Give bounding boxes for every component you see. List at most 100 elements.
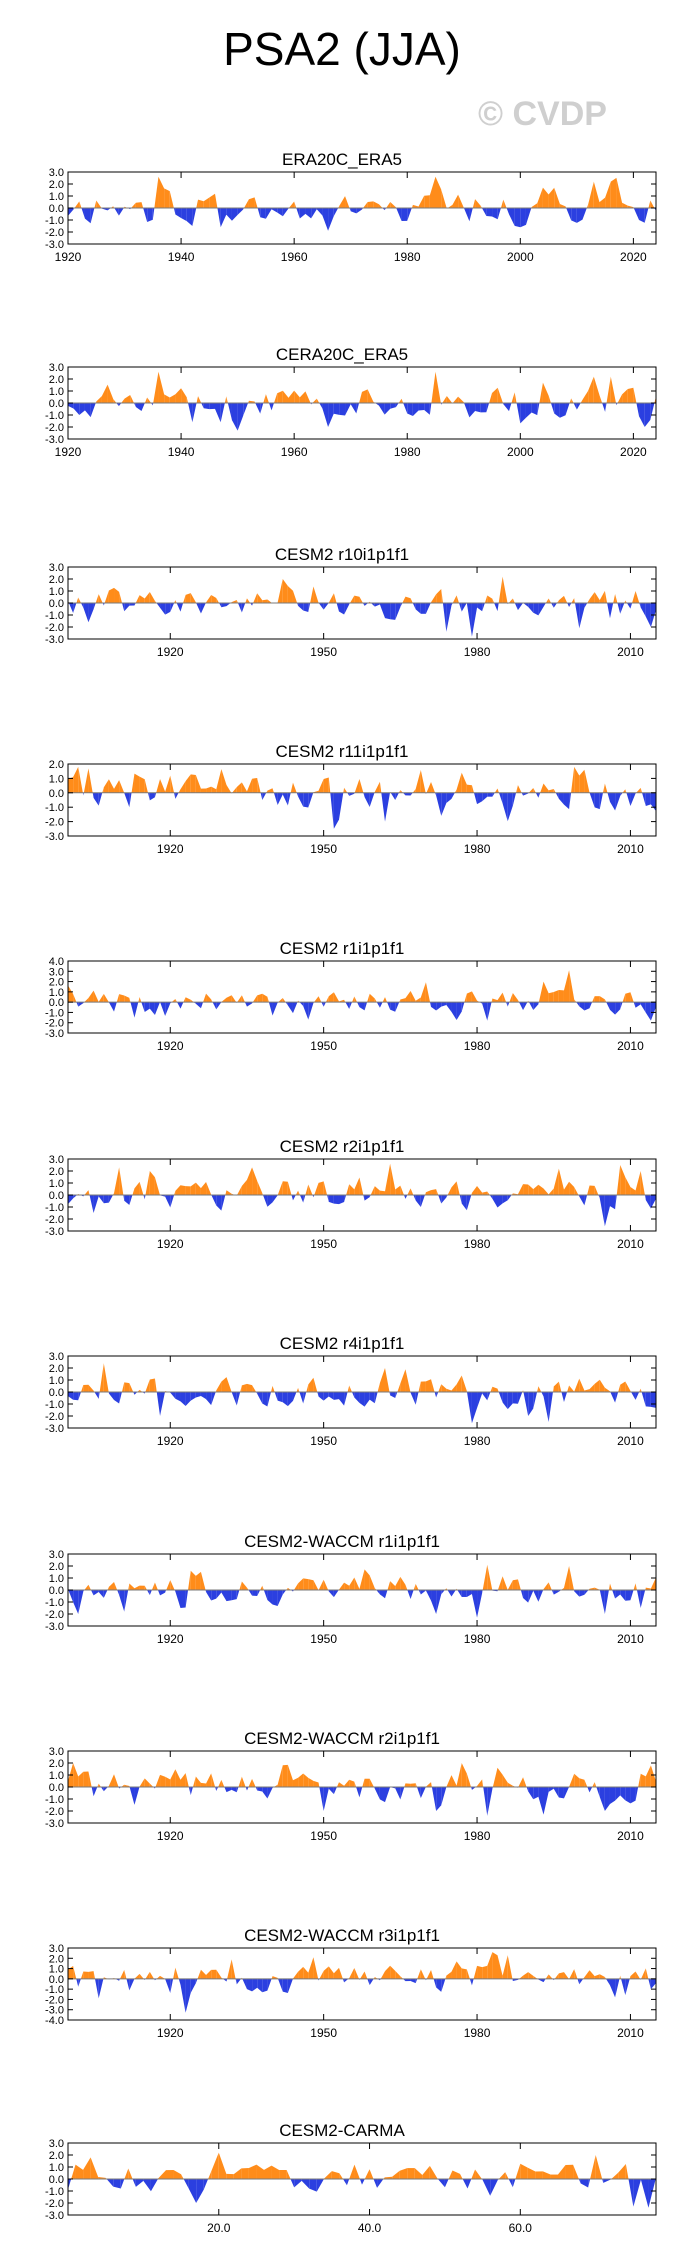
positive-area xyxy=(543,1582,549,1590)
positive-area xyxy=(645,1587,651,1590)
negative-area xyxy=(359,1787,363,1798)
negative-area xyxy=(639,403,645,427)
positive-area xyxy=(584,1389,590,1392)
positive-area xyxy=(188,1570,191,1590)
negative-area xyxy=(364,792,370,808)
positive-area xyxy=(211,1969,217,1979)
negative-area xyxy=(90,403,96,418)
positive-area xyxy=(156,778,161,793)
positive-area xyxy=(531,203,538,208)
positive-area xyxy=(170,1769,176,1787)
negative-area xyxy=(566,208,572,221)
negative-area xyxy=(441,792,447,816)
negative-area xyxy=(425,1590,432,1601)
positive-area xyxy=(594,592,600,603)
negative-area xyxy=(436,792,442,816)
positive-area xyxy=(627,205,634,208)
positive-area xyxy=(185,593,191,603)
positive-area xyxy=(402,596,406,603)
positive-area xyxy=(93,1971,96,1979)
negative-area xyxy=(548,1787,554,1792)
positive-area xyxy=(507,1955,513,1979)
negative-area xyxy=(76,1002,79,1007)
positive-area xyxy=(599,590,605,603)
positive-area xyxy=(563,1566,570,1590)
negative-area xyxy=(196,603,201,614)
x-tick-label: 2010 xyxy=(617,1829,644,1843)
positive-area xyxy=(153,371,159,403)
negative-area xyxy=(459,1195,462,1204)
negative-area xyxy=(345,1002,350,1010)
negative-area xyxy=(429,403,432,415)
negative-area xyxy=(551,1590,554,1595)
negative-area xyxy=(410,1978,416,1984)
positive-area xyxy=(420,982,426,1003)
negative-area xyxy=(520,1590,524,1599)
positive-area xyxy=(553,789,556,793)
positive-area xyxy=(328,593,334,603)
positive-area xyxy=(415,997,421,1003)
plot-frame xyxy=(67,763,657,837)
y-tick-label: 0.0 xyxy=(49,1190,64,1202)
negative-area xyxy=(644,403,651,427)
positive-area xyxy=(226,1190,232,1195)
negative-area xyxy=(119,1392,122,1404)
positive-area xyxy=(633,387,637,403)
positive-area xyxy=(241,1383,247,1392)
negative-area xyxy=(469,208,473,222)
positive-area xyxy=(344,787,348,793)
negative-area xyxy=(402,792,406,796)
positive-area xyxy=(88,1584,91,1590)
positive-area xyxy=(196,199,199,208)
negative-area xyxy=(149,1002,155,1015)
x-tick-label: 1940 xyxy=(168,445,195,459)
negative-area xyxy=(178,1978,181,1985)
negative-area xyxy=(644,208,649,223)
positive-area xyxy=(83,2157,91,2179)
positive-area xyxy=(227,1959,232,1979)
negative-area xyxy=(609,792,616,811)
negative-area xyxy=(221,1195,226,1211)
negative-area xyxy=(576,208,583,223)
x-tick-label: 1980 xyxy=(394,250,421,264)
negative-area xyxy=(615,1002,621,1015)
positive-area xyxy=(535,2171,543,2179)
negative-area xyxy=(120,2179,125,2189)
negative-area xyxy=(412,603,416,610)
negative-area xyxy=(209,403,215,410)
x-tick-label: 1950 xyxy=(310,1237,337,1251)
positive-area xyxy=(354,1177,360,1195)
y-tick-label: -3.0 xyxy=(45,831,64,843)
negative-area xyxy=(471,603,478,637)
negative-area xyxy=(464,403,470,418)
positive-area xyxy=(267,599,272,603)
positive-area xyxy=(563,595,568,603)
negative-area xyxy=(376,1590,380,1595)
positive-area xyxy=(452,396,459,403)
positive-area xyxy=(124,394,131,403)
negative-area xyxy=(102,603,104,606)
positive-area xyxy=(604,590,608,603)
positive-area xyxy=(174,600,176,603)
positive-area xyxy=(328,992,334,1003)
positive-area xyxy=(277,1181,283,1195)
negative-area xyxy=(625,1978,630,1996)
positive-area xyxy=(554,1973,559,1979)
positive-area xyxy=(639,1388,641,1392)
positive-area xyxy=(617,394,623,403)
negative-area xyxy=(395,792,399,800)
positive-area xyxy=(569,1773,575,1787)
positive-area xyxy=(633,1583,636,1590)
negative-area xyxy=(84,208,91,224)
y-tick-label: 1.0 xyxy=(49,1770,64,1782)
negative-area xyxy=(333,1392,339,1400)
positive-area xyxy=(279,2170,287,2179)
positive-area xyxy=(456,1181,460,1195)
positive-area xyxy=(83,1384,89,1392)
x-tick-label: 60.0 xyxy=(509,2221,533,2235)
negative-area xyxy=(487,792,493,797)
negative-area xyxy=(116,403,119,407)
negative-area xyxy=(157,1590,161,1596)
negative-area xyxy=(487,1392,491,1401)
positive-area xyxy=(264,2165,272,2179)
